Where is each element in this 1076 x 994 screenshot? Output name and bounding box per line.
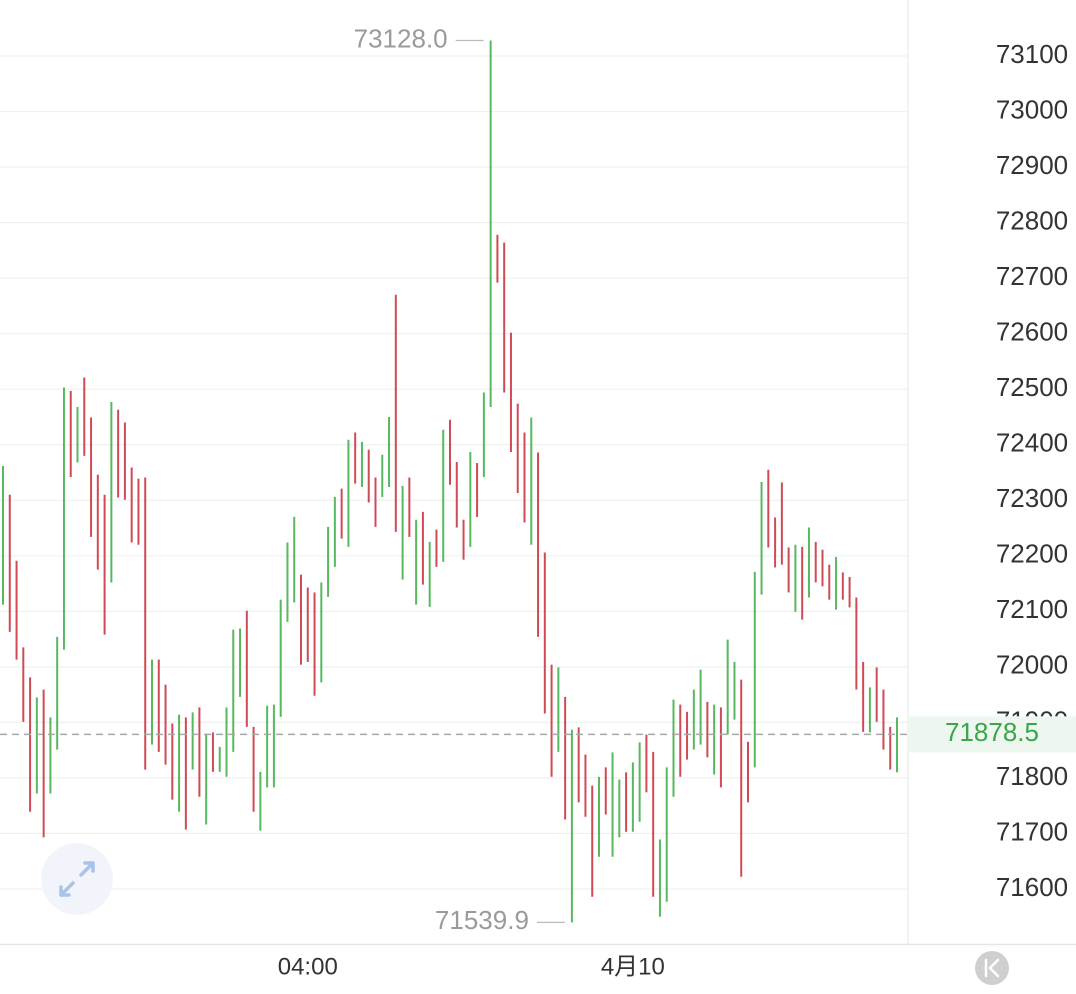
y-tick-label: 71700 xyxy=(996,816,1068,846)
y-tick-label: 72300 xyxy=(996,483,1068,513)
y-tick-label: 72200 xyxy=(996,539,1068,569)
y-tick-label: 72700 xyxy=(996,261,1068,291)
expand-button-bg[interactable] xyxy=(41,843,113,915)
scroll-icon xyxy=(984,958,1000,978)
min-label: 71539.9 xyxy=(435,905,529,935)
max-label: 73128.0 xyxy=(354,23,448,53)
y-tick-label: 71800 xyxy=(996,761,1068,791)
x-tick-label: 4月10 xyxy=(601,953,665,980)
y-tick-label: 71600 xyxy=(996,872,1068,902)
last-price-box xyxy=(908,716,1076,753)
y-tick-label: 72800 xyxy=(996,205,1068,235)
y-tick-label: 72500 xyxy=(996,372,1068,402)
y-tick-label: 73000 xyxy=(996,94,1068,124)
y-tick-label: 72400 xyxy=(996,428,1068,458)
last-price-label: 71878.5 xyxy=(945,717,1039,747)
y-tick-label: 72900 xyxy=(996,150,1068,180)
scroll-button-bg[interactable] xyxy=(975,951,1009,985)
y-tick-label: 72600 xyxy=(996,317,1068,347)
y-tick-label: 72100 xyxy=(996,594,1068,624)
y-tick-label: 73100 xyxy=(996,39,1068,69)
x-tick-label: 04:00 xyxy=(278,953,338,980)
expand-icon xyxy=(59,861,95,897)
scroll-to-end-button[interactable] xyxy=(975,951,1009,985)
y-tick-label: 72000 xyxy=(996,650,1068,680)
plot: 7160071700718007190072000721007220072300… xyxy=(0,23,1076,980)
expand-button[interactable] xyxy=(41,843,113,915)
